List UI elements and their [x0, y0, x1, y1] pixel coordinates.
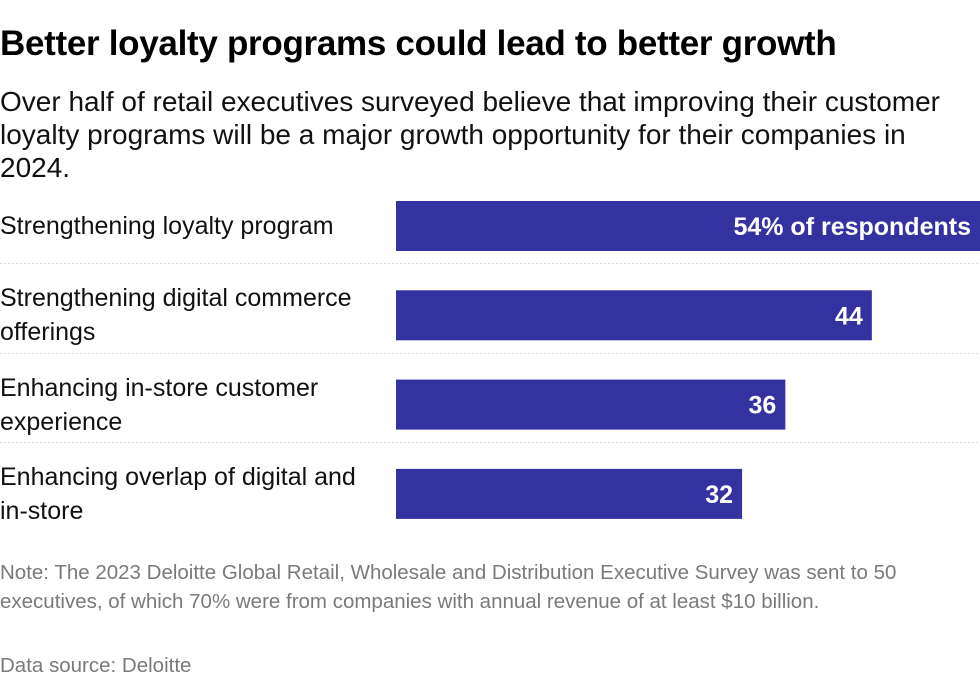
chart-title: Better loyalty programs could lead to be… — [0, 24, 837, 63]
bar-value-label: 36 — [749, 392, 777, 420]
bar-value-label: 44 — [835, 302, 863, 330]
bar — [396, 379, 786, 430]
category-label: Enhancing in-store customer experience — [0, 373, 319, 436]
bar-chart: Strengthening loyalty program Strengtheni… — [0, 196, 980, 526]
category-label: Strengthening loyalty program — [0, 212, 334, 240]
chart-subtitle: Over half of retail executives surveyed … — [0, 86, 940, 183]
bar — [396, 201, 980, 251]
bar — [396, 468, 743, 519]
bar-value-label: 32 — [705, 481, 733, 509]
bar-value-label: 54% of respondents — [733, 213, 971, 241]
bar-chart-plot: 54% of respondents 44 36 32 — [0, 201, 980, 519]
bar — [396, 290, 872, 341]
data-source: Data source: Deloitte — [0, 654, 192, 677]
category-label: Enhancing overlap of digital and in-stor… — [0, 462, 356, 525]
category-label: Strengthening digital commerce offerings — [0, 284, 352, 347]
chart-note: Note: The 2023 Deloitte Global Retail, W… — [0, 561, 897, 613]
